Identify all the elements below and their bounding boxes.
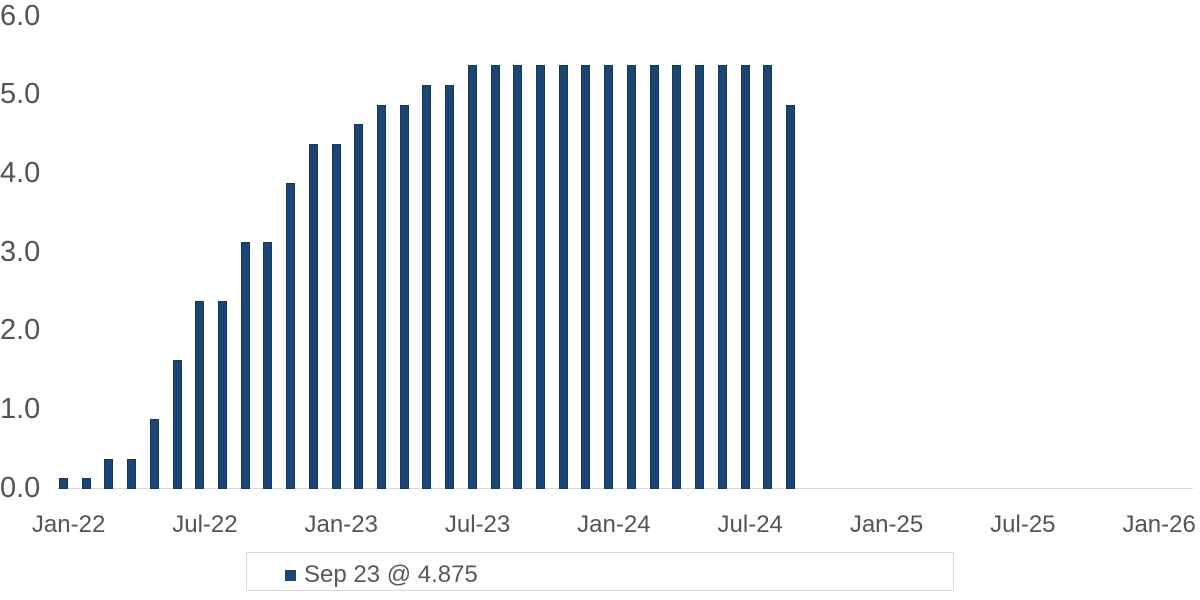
x-axis-tick-label: Jan-26 (1122, 511, 1196, 538)
x-axis-tick-label: Jan-22 (31, 511, 106, 538)
bar-Jul-23 (467, 65, 477, 489)
bar-Sep-22 (240, 242, 250, 489)
bar-Feb-23 (354, 124, 364, 489)
bar-May-24 (695, 65, 705, 489)
y-axis-tick-label: 4.0 (0, 156, 41, 189)
x-axis-tick-label: Jul-25 (990, 511, 1056, 538)
bar-Mar-23 (376, 104, 386, 489)
bar-Apr-23 (399, 104, 409, 489)
x-axis-tick-label: Jan-25 (849, 511, 924, 538)
bar-May-23 (422, 84, 432, 489)
bar-Apr-22 (127, 458, 137, 489)
legend: Sep 23 @ 4.875 (246, 552, 954, 591)
y-axis-tick-label: 5.0 (0, 78, 41, 111)
bar-Aug-23 (490, 65, 500, 489)
legend-series-marker-icon (285, 570, 296, 581)
y-axis-tick-label: 2.0 (0, 314, 41, 347)
legend-series-label: Sep 23 @ 4.875 (304, 561, 478, 588)
bar-Dec-22 (308, 143, 318, 489)
bar-Jan-23 (331, 143, 341, 489)
bar-May-22 (149, 419, 159, 489)
y-axis-tick-label: 0.0 (0, 471, 41, 504)
x-axis-tick-label: Jul-22 (172, 511, 238, 538)
bar-Nov-23 (558, 65, 568, 489)
bar-Oct-22 (263, 242, 273, 489)
x-axis-tick-label: Jul-24 (717, 511, 783, 538)
bar-Aug-24 (763, 65, 773, 489)
bar-Aug-22 (217, 301, 227, 489)
x-axis-tick-label: Jan-24 (577, 511, 651, 538)
x-axis-tick-label: Jan-23 (304, 511, 378, 538)
bar-Jun-22 (172, 360, 182, 489)
x-axis-line (57, 488, 1194, 489)
bar-Apr-24 (672, 65, 682, 489)
bar-Jun-24 (717, 65, 727, 489)
bar-Sep-23 (513, 65, 523, 489)
x-axis-tick-label: Jul-23 (444, 511, 511, 538)
bar-Dec-23 (581, 65, 591, 489)
bar-Jun-23 (445, 84, 455, 489)
y-axis-tick-label: 1.0 (0, 392, 41, 425)
y-axis-tick-label: 6.0 (0, 0, 41, 32)
bar-Feb-24 (626, 65, 636, 489)
bar-Nov-22 (286, 183, 296, 489)
bar-Jul-24 (740, 65, 750, 489)
bar-Mar-24 (649, 65, 659, 489)
bar-Feb-22 (81, 478, 91, 489)
bar-Jan-24 (604, 65, 614, 489)
bar-Sep-24 (785, 104, 795, 489)
bar-Oct-23 (536, 65, 546, 489)
y-axis-tick-label: 3.0 (0, 235, 41, 268)
bar-Jan-22 (58, 478, 68, 489)
bar-Jul-22 (195, 301, 205, 489)
bar-Mar-22 (104, 458, 114, 489)
